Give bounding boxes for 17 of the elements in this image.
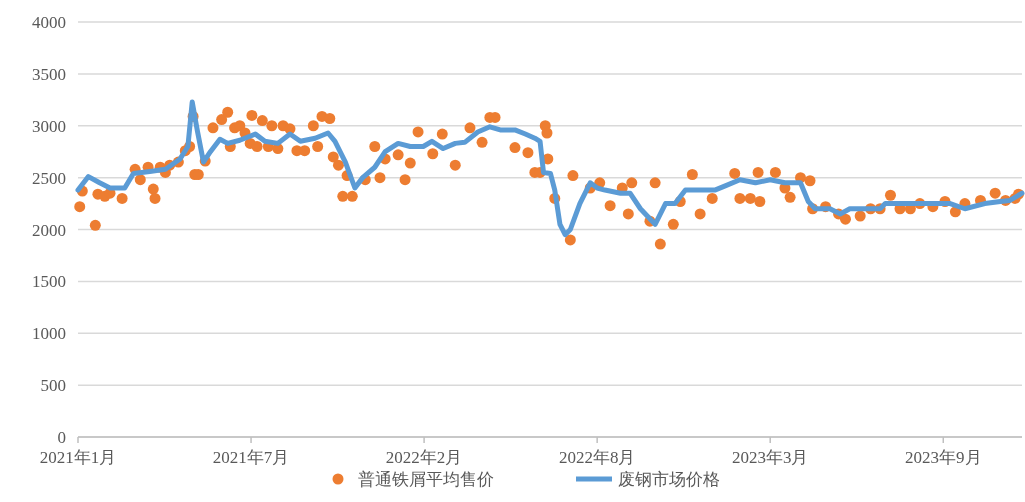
x-tick-label: 2021年1月 [39,448,117,467]
y-tick-label: 3000 [32,116,66,136]
y-tick-label: 1000 [32,324,66,344]
y-tick-label: 2500 [32,168,66,188]
x-tick-label: 2022年2月 [385,448,463,467]
x-tick-label: 2022年8月 [558,448,636,467]
x-tick-label: 2021年7月 [212,448,290,467]
legend-label: 废钢市场价格 [618,470,720,489]
legend-label: 普通铁屑平均售价 [358,470,494,489]
y-tick-label: 3500 [32,64,66,84]
y-tick-label: 1500 [32,272,66,292]
y-tick-label: 4000 [32,13,66,32]
x-tick-label: 2023年9月 [905,448,982,467]
y-tick-label: 500 [40,376,66,396]
y-tick-label: 0 [57,428,66,447]
x-tick-label: 2023年3月 [731,448,809,467]
y-tick-label: 2000 [32,220,66,240]
